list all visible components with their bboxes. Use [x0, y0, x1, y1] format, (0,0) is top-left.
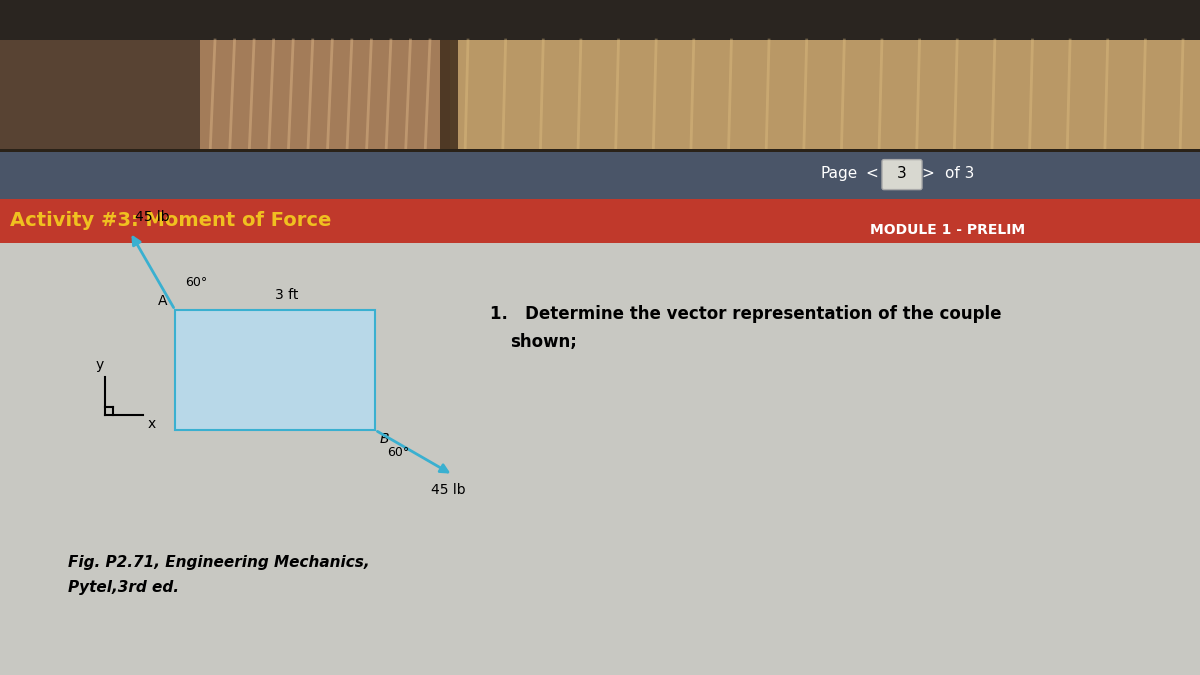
Text: Pytel,3rd ed.: Pytel,3rd ed.: [68, 580, 179, 595]
Text: 60°: 60°: [185, 275, 208, 288]
Text: of 3: of 3: [946, 166, 974, 181]
Bar: [0, 243, 1200, 675]
Text: 45 lb: 45 lb: [134, 210, 169, 224]
Bar: [0, 149, 1200, 157]
Text: MODULE 1 - PRELIM: MODULE 1 - PRELIM: [870, 223, 1025, 237]
Text: x: x: [148, 417, 156, 431]
Bar: [450, 40, 1200, 155]
Bar: [200, 40, 450, 155]
Bar: [0, 40, 200, 155]
Text: 1.   Determine the vector representation of the couple: 1. Determine the vector representation o…: [490, 305, 1002, 323]
Bar: [0, 40, 1200, 155]
Bar: [440, 40, 458, 155]
Text: 3: 3: [898, 166, 907, 181]
Text: >: >: [922, 166, 935, 181]
Bar: [0, 152, 1200, 200]
Text: y: y: [96, 358, 104, 372]
Text: Activity #3: Moment of Force: Activity #3: Moment of Force: [10, 211, 331, 230]
Text: B: B: [380, 432, 390, 446]
Text: shown;: shown;: [510, 333, 577, 351]
Text: 60°: 60°: [386, 446, 409, 458]
FancyBboxPatch shape: [882, 159, 922, 190]
Bar: [0, 199, 1200, 243]
Text: Fig. P2.71, Engineering Mechanics,: Fig. P2.71, Engineering Mechanics,: [68, 555, 370, 570]
Bar: [0, 0, 1200, 40]
Text: 45 lb: 45 lb: [431, 483, 466, 497]
Bar: [175, 310, 374, 430]
Text: <: <: [865, 166, 878, 181]
Text: 3 ft: 3 ft: [275, 288, 299, 302]
Text: Page: Page: [820, 166, 857, 181]
Text: A: A: [157, 294, 167, 308]
